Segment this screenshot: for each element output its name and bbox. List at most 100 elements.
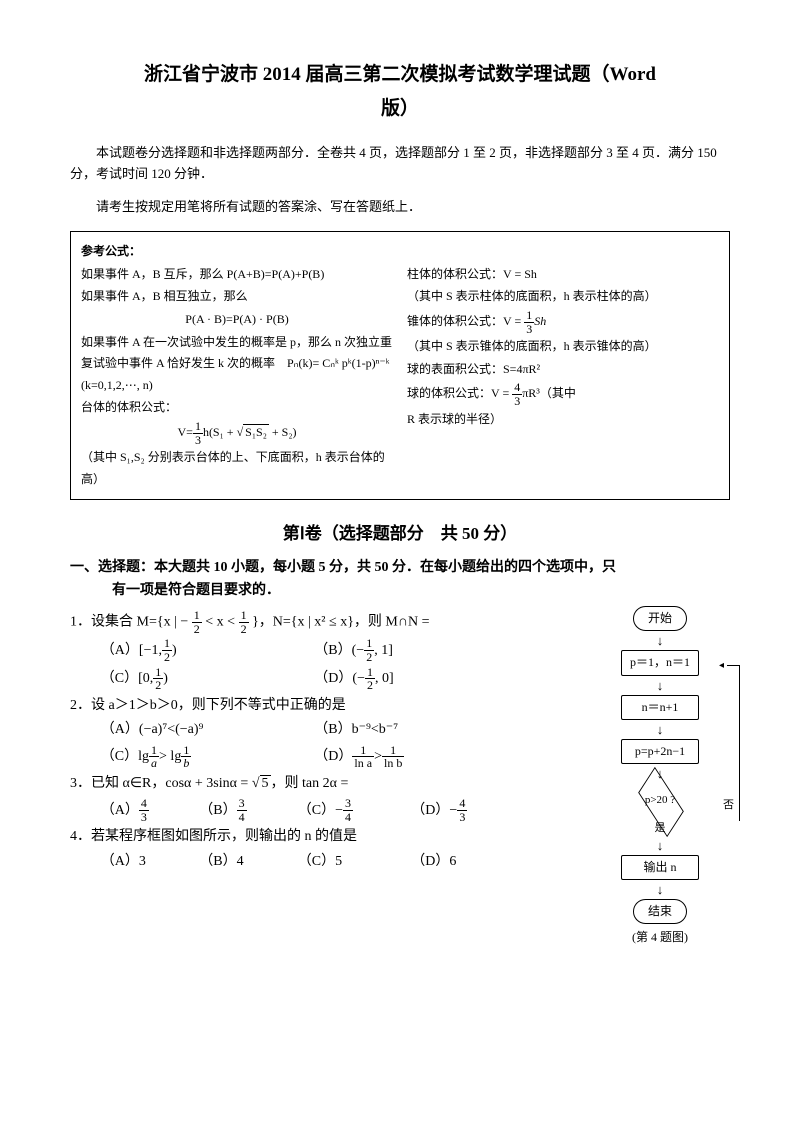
f-r4: （其中 S 表示锥体的底面积，h 表示锥体的高） xyxy=(407,336,719,358)
q2D-m: > xyxy=(374,746,382,768)
fc-output: 输出 n xyxy=(621,855,699,880)
question-4: 4．若某程序框图如图所示，则输出的 n 的值是 （A）3 （B）4 （C）5 （… xyxy=(70,826,580,873)
q1C-a: （C）[0, xyxy=(101,668,154,690)
q3-stem-a: 3．已知 α∈R，cosα + 3sinα = xyxy=(70,776,252,791)
f-r6b: 4 xyxy=(512,381,522,395)
q1-f1d: 2 xyxy=(192,623,202,636)
f-l6d: h(S₁ + xyxy=(203,425,237,439)
sec1-h-line1: 一、选择题：本大题共 10 小题，每小题 5 分，共 50 分．在每小题给出的四… xyxy=(70,560,616,575)
q2-optA: （A）(−a)⁷<(−a)⁹ xyxy=(101,719,311,741)
q2D-n2: 1 xyxy=(382,744,404,758)
q1-optC: （C）[0, 12) xyxy=(101,666,311,692)
q3C-a: （C）− xyxy=(298,800,343,822)
f-l6a: V= xyxy=(178,425,193,439)
q1-optA: （A）[−1, 12) xyxy=(101,637,311,663)
q3D-n: 4 xyxy=(457,797,467,811)
q4-optA: （A）3 xyxy=(101,851,196,873)
fc-start: 开始 xyxy=(633,606,687,631)
q3B-a: （B） xyxy=(199,800,236,822)
f-l1: 如果事件 A，B 互斥，那么 P(A+B)=P(A)+P(B) xyxy=(81,264,393,286)
q3-optA: （A）43 xyxy=(101,797,196,823)
q3B-n: 3 xyxy=(237,797,247,811)
q1B-b: , 1] xyxy=(374,640,393,662)
sec1-h-line2: 有一项是符合题目要求的． xyxy=(70,580,280,602)
figure-caption: (第 4 题图) xyxy=(590,928,730,947)
f-l6e: S₁S₂ xyxy=(243,424,269,439)
q4-optD: （D）6 xyxy=(411,851,456,873)
q1A-n: 1 xyxy=(162,637,172,651)
f-r6d: πR³（其中 xyxy=(522,386,576,400)
q1-optB: （B）(−12, 1] xyxy=(314,637,393,663)
q1B-n: 1 xyxy=(364,637,374,651)
arrow-down-icon: ↓ xyxy=(657,723,664,736)
q1-stem-a: 1．设集合 M={x | − xyxy=(70,615,192,630)
q3A-a: （A） xyxy=(101,800,139,822)
q1-optD: （D）(−12, 0] xyxy=(314,666,393,692)
f-r3: 锥体的体积公式：V = 13Sh xyxy=(407,309,719,335)
q1-f2d: 2 xyxy=(239,623,249,636)
q2C-n1: 1 xyxy=(149,744,159,758)
q2D-a: （D） xyxy=(314,746,352,768)
question-3: 3．已知 α∈R，cosα + 3sinα = 5，则 tan 2α = （A）… xyxy=(70,773,580,824)
q3A-n: 4 xyxy=(139,797,149,811)
arrow-down-icon: ↓ xyxy=(657,634,664,647)
q4-optB: （B）4 xyxy=(199,851,294,873)
f-l7: （其中 S₁,S₂ 分别表示台体的上、下底面积，h 表示台体的高） xyxy=(81,447,393,490)
f-r3b: 1 xyxy=(524,309,534,323)
q4-stem: 4．若某程序框图如图所示，则输出的 n 的值是 xyxy=(70,826,580,848)
q1C-n: 1 xyxy=(153,666,163,680)
section1-title: 第Ⅰ卷（选择题部分 共 50 分） xyxy=(70,520,730,547)
intro-block: 本试题卷分选择题和非选择题两部分．全卷共 4 页，选择题部分 1 至 2 页，非… xyxy=(70,143,730,218)
f-r1: 柱体的体积公式：V = Sh xyxy=(407,264,719,286)
q2D-n1: 1 xyxy=(352,744,374,758)
q3A-d: 3 xyxy=(139,811,149,824)
q3D-d: 3 xyxy=(457,811,467,824)
f-l3: P(A · B)=P(A) · P(B) xyxy=(81,309,393,331)
doc-title-line2: 版） xyxy=(70,94,730,124)
f-r7: R 表示球的半径） xyxy=(407,409,719,431)
f-r3d: Sh xyxy=(534,314,546,328)
q1A-a: （A）[−1, xyxy=(101,640,162,662)
formula-left: 参考公式： 如果事件 A，B 互斥，那么 P(A+B)=P(A)+P(B) 如果… xyxy=(81,240,393,491)
q3-optD: （D）−43 xyxy=(411,797,467,823)
q1D-a: （D）(− xyxy=(314,668,365,690)
f-r3a: 锥体的体积公式：V = xyxy=(407,314,524,328)
q1B-d: 2 xyxy=(364,651,374,664)
q3-optC: （C）−34 xyxy=(298,797,408,823)
arrow-down-icon: ↓ xyxy=(657,883,664,896)
q2-optB: （B）b⁻⁹<b⁻⁷ xyxy=(314,719,398,741)
intro-p2: 请考生按规定用笔将所有试题的答案涂、写在答题纸上． xyxy=(70,197,730,218)
q3-optB: （B）34 xyxy=(199,797,294,823)
q1D-n: 1 xyxy=(365,666,375,680)
doc-title-line1: 浙江省宁波市 2014 届高三第二次模拟考试数学理试题（Word xyxy=(70,60,730,90)
q1A-d: 2 xyxy=(162,651,172,664)
q3B-d: 4 xyxy=(237,811,247,824)
f-r5: 球的表面积公式：S=4πR² xyxy=(407,359,719,381)
q2-stem: 2．设 a＞1＞b＞0，则下列不等式中正确的是 xyxy=(70,695,580,717)
arrow-down-icon: ↓ xyxy=(657,839,664,852)
q3C-d: 4 xyxy=(343,811,353,824)
q1C-d: 2 xyxy=(153,679,163,692)
q2-optD: （D）1ln a > 1ln b xyxy=(314,744,404,770)
f-l6c: 3 xyxy=(193,434,203,447)
formula-heading: 参考公式： xyxy=(81,244,141,258)
formula-box: 参考公式： 如果事件 A，B 互斥，那么 P(A+B)=P(A)+P(B) 如果… xyxy=(70,231,730,500)
f-l5: 台体的体积公式： xyxy=(81,397,393,419)
fc-end: 结束 xyxy=(633,899,687,924)
q3-sqrt: 5 xyxy=(260,775,271,791)
q3C-n: 3 xyxy=(343,797,353,811)
arrow-down-icon: ↓ xyxy=(657,679,664,692)
f-l6b: 1 xyxy=(193,420,203,434)
f-r6c: 3 xyxy=(512,395,522,408)
q2C-d1: a xyxy=(151,756,157,770)
q1A-b: ) xyxy=(172,640,177,662)
q2-optC: （C）lg1a > lg1b xyxy=(101,744,311,770)
flowchart-figure: 开始 ↓ p＝1，n＝1 ↓ n＝n+1 ↓ p=p+2n−1 ↓ p>20 ?… xyxy=(590,606,730,947)
q3D-a: （D）− xyxy=(411,800,457,822)
f-l6f: + S₂) xyxy=(269,425,297,439)
q2D-d2: ln b xyxy=(382,757,404,770)
q1B-a: （B）(− xyxy=(314,640,364,662)
q3-stem-b: ，则 tan 2α = xyxy=(271,776,349,791)
q2C-a: （C）lg xyxy=(101,746,149,768)
f-r2: （其中 S 表示柱体的底面积，h 表示柱体的高） xyxy=(407,286,719,308)
